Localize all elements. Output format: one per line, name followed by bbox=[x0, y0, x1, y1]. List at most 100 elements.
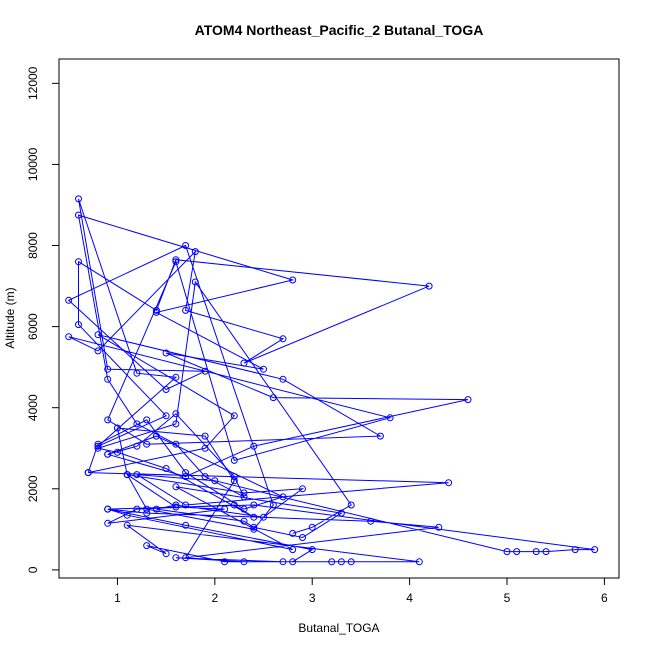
data-point bbox=[513, 548, 521, 556]
data-point bbox=[182, 242, 190, 249]
plot-frame bbox=[58, 58, 620, 579]
data-point bbox=[328, 558, 336, 566]
data-point bbox=[162, 386, 170, 393]
data-point bbox=[172, 373, 180, 381]
x-axis: 1 2 3 4 5 6 bbox=[114, 577, 608, 605]
data-point bbox=[503, 548, 511, 556]
data-point bbox=[367, 517, 375, 525]
data-point bbox=[221, 558, 229, 566]
x-tick-label: 1 bbox=[114, 591, 121, 605]
data-point bbox=[435, 523, 443, 531]
data-point bbox=[299, 485, 306, 493]
data-point bbox=[221, 505, 229, 513]
data-point bbox=[65, 296, 73, 304]
data-point bbox=[162, 550, 170, 558]
data-point bbox=[172, 410, 180, 418]
x-tick-label: 6 bbox=[601, 591, 608, 605]
data-point bbox=[123, 471, 131, 479]
data-point bbox=[172, 501, 180, 509]
data-point bbox=[269, 394, 277, 402]
data-point bbox=[250, 525, 258, 533]
data-point bbox=[172, 503, 180, 511]
data-point bbox=[250, 523, 258, 531]
data-point bbox=[143, 505, 151, 513]
data-point bbox=[337, 509, 345, 517]
data-point bbox=[279, 558, 287, 566]
data-point bbox=[113, 424, 121, 432]
data-point bbox=[133, 420, 141, 428]
x-tick-label: 5 bbox=[504, 591, 511, 605]
data-point bbox=[337, 558, 345, 566]
data-point bbox=[230, 412, 238, 420]
y-tick-label: 10000 bbox=[26, 147, 40, 181]
data-point bbox=[75, 321, 82, 329]
data-point bbox=[308, 523, 316, 531]
data-point bbox=[279, 335, 287, 343]
data-point bbox=[240, 505, 248, 513]
data-point bbox=[230, 456, 238, 464]
data-point bbox=[94, 347, 102, 355]
data-point bbox=[182, 306, 190, 314]
data-point bbox=[75, 195, 82, 203]
data-point bbox=[152, 432, 160, 440]
data-point bbox=[75, 211, 82, 219]
data-point bbox=[172, 554, 180, 562]
data-point bbox=[182, 554, 190, 562]
data-point bbox=[415, 558, 423, 566]
data-point bbox=[376, 432, 384, 440]
data-point bbox=[172, 420, 180, 428]
data-point bbox=[445, 479, 453, 487]
data-point bbox=[289, 276, 297, 284]
data-point bbox=[172, 256, 180, 264]
data-point bbox=[201, 367, 209, 375]
y-tick-label: 0 bbox=[26, 566, 40, 573]
data-point bbox=[152, 308, 160, 316]
data-point bbox=[133, 442, 141, 450]
data-point bbox=[201, 432, 209, 440]
data-point bbox=[123, 511, 131, 519]
x-ticks: 1 2 3 4 5 6 bbox=[114, 578, 608, 605]
series-2-line bbox=[77, 214, 469, 510]
series-layer bbox=[65, 195, 599, 566]
data-point bbox=[104, 450, 112, 458]
x-tick-label: 2 bbox=[211, 591, 218, 605]
data-point bbox=[104, 365, 112, 373]
y-axis-label: Altitude (m) bbox=[3, 287, 17, 348]
x-tick-label: 4 bbox=[406, 591, 413, 605]
chart-title: ATOM4 Northeast_Pacific_2 Butanal_TOGA bbox=[195, 22, 484, 38]
data-point bbox=[201, 473, 209, 481]
data-point bbox=[347, 501, 355, 509]
data-point bbox=[464, 396, 472, 404]
data-point bbox=[299, 534, 306, 541]
y-tick-label: 4000 bbox=[26, 394, 40, 421]
data-point bbox=[250, 442, 258, 450]
data-point bbox=[133, 369, 141, 377]
data-point bbox=[289, 529, 297, 537]
data-point bbox=[211, 477, 219, 485]
data-point bbox=[289, 546, 297, 554]
series-1-line bbox=[67, 198, 595, 563]
data-point bbox=[532, 548, 540, 556]
data-point bbox=[152, 306, 160, 314]
data-point bbox=[542, 548, 550, 556]
data-point bbox=[152, 505, 160, 513]
data-point bbox=[250, 513, 258, 521]
data-point bbox=[94, 440, 102, 448]
data-point bbox=[425, 282, 433, 290]
y-tick-label: 12000 bbox=[26, 66, 40, 100]
data-point bbox=[308, 546, 316, 554]
data-point bbox=[182, 469, 190, 477]
data-point bbox=[591, 546, 599, 554]
data-point bbox=[240, 517, 248, 525]
data-point bbox=[104, 375, 112, 383]
data-point bbox=[104, 519, 112, 527]
data-point bbox=[182, 501, 190, 509]
data-point bbox=[182, 521, 190, 529]
data-point bbox=[143, 440, 151, 448]
data-point bbox=[143, 509, 151, 517]
data-point bbox=[133, 505, 141, 513]
y-tick-label: 2000 bbox=[26, 475, 40, 502]
y-ticks: 0 2000 4000 6000 8000 10000 12000 bbox=[26, 66, 59, 573]
data-point bbox=[84, 469, 92, 477]
